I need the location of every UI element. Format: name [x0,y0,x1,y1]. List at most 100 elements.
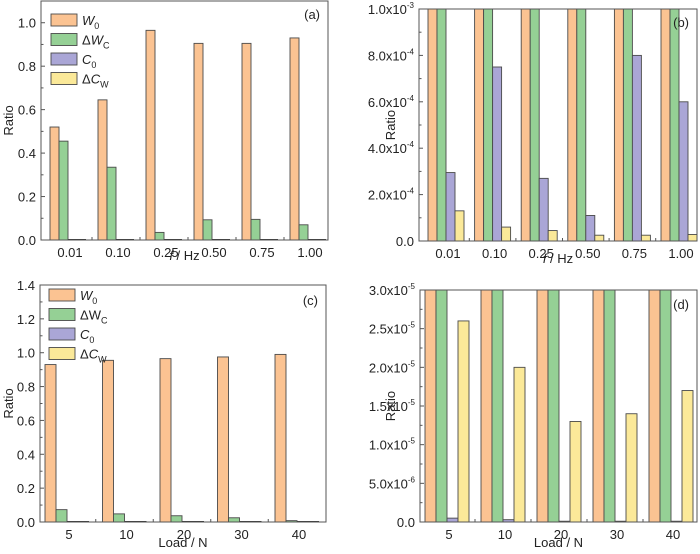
bar-W0 [217,356,229,523]
bar-W0 [193,42,204,241]
x-tick-label: 0.01 [435,246,460,261]
y-tick-label: 5.0x10-6 [369,475,416,491]
x-tick-label: 0.10 [105,245,130,260]
bar-C0 [538,177,549,242]
panel-d: 5 10 20 30 40 0.0 5.0x10-6 1.0x10-5 1.5x10-5 2.0x… [369,282,698,550]
y-tick-label: 1.5x10-5 [369,398,416,414]
bar-W0 [660,8,671,242]
bar-W0 [592,289,605,523]
y-tick-label: 0.6 [18,103,36,118]
y-tick-label: 0.0 [18,233,36,248]
x-tick-label: 10 [119,527,133,542]
y-tick-label: 1.0 [18,16,36,31]
x-tick-label: 0.25 [153,245,178,260]
bar-W0 [49,126,60,241]
panel-a: 0.01 0.10 0.25 0.50 0.75 1.00 0.0 0.2 0.4 0.6 0.8 1… [1,0,329,263]
legend-swatch-W0 [48,288,76,302]
x-tick-label: 1.00 [668,246,693,261]
bar-W0 [424,289,437,523]
bar-dCw [681,390,694,523]
legend-label-C0: C0 [82,52,96,70]
y-tick-label: 4.0x10-4 [368,140,415,156]
x-tick-label: 0.50 [201,245,226,260]
x-tick-label: 30 [610,527,624,542]
panel-label: (c) [303,293,318,308]
x-tick-label: 5 [445,527,452,542]
y-tick-label: 0.8 [18,59,36,74]
bar-dWc [669,8,680,242]
y-tick-label: 1.2 [17,312,35,327]
bar-W0 [427,8,438,242]
x-tick-label: 10 [498,527,512,542]
y-tick-label: 0.0 [397,515,415,530]
bar-dCw [457,320,470,523]
x-tick-label: 30 [234,527,248,542]
y-axis-title: Ratio [383,391,398,421]
bar-dWc [170,515,183,523]
bar-dCw [454,210,465,242]
bar-C0 [585,215,596,242]
legend-label-dCw: ΔCW [82,72,109,90]
bar-dWc [529,8,540,242]
bar-dWc [58,140,69,241]
bar-dWc [547,289,560,523]
legend-label-W0: W0 [82,13,99,31]
bar-W0 [648,289,661,523]
bar-C0 [631,54,642,242]
bar-dCw [640,234,651,242]
legend-swatch-dCw [48,347,76,360]
x-tick-label: 0.10 [482,246,507,261]
bar-W0 [97,99,108,241]
y-tick-label: 0.6 [17,413,35,428]
legend-swatch-C0 [50,52,78,66]
legend-label-dCw: ΔCW [80,347,107,365]
x-axis-title: Load / N [534,535,583,550]
x-tick-label: 20 [177,527,191,542]
bar-dCw [625,413,638,523]
bar-dWc [154,231,165,241]
bar-W0 [613,8,624,242]
bar-dWc [659,289,672,523]
bar-C0 [678,101,689,242]
panel-label: (a) [304,7,320,22]
bar-C0 [492,66,503,242]
plot-frame [40,0,329,241]
bar-W0 [520,8,531,242]
bar-W0 [474,8,485,242]
bar-C0 [445,172,456,242]
bar-dWc [202,219,213,241]
bar-dWc [491,289,504,523]
y-tick-label: 0.0 [396,234,414,249]
y-tick-label: 6.0x10-4 [368,94,415,110]
x-tick-label: 0.50 [575,246,600,261]
x-tick-label: 5 [65,527,72,542]
panel-b: 0.01 0.10 0.25 0.50 0.75 1.00 0.0 2.0x10-4 4.0x1… [368,1,698,266]
y-tick-label: 0.2 [17,481,35,496]
x-tick-label: 1.00 [297,245,322,260]
bar-W0 [102,359,114,523]
y-tick-label: 1.4 [17,278,35,293]
x-tick-label: 0.25 [529,246,554,261]
y-tick-label: 0.2 [18,190,36,205]
bar-W0 [145,29,156,241]
bar-dWc [435,289,448,523]
bar-dWc [228,517,240,523]
legend-label-W0: W0 [80,288,97,306]
legend-swatch-C0 [48,327,76,341]
x-tick-label: 0.01 [57,245,82,260]
bar-W0 [159,358,172,523]
y-tick-label: 0.4 [17,447,35,462]
y-tick-label: 0.8 [17,380,35,395]
x-axis-title: f / Hz [169,248,199,263]
legend-swatch-dWc [48,308,76,321]
bar-dCw [687,234,698,242]
bar-dCw [547,230,558,242]
bar-dCw [569,421,582,523]
bar-dWc [576,8,587,242]
y-tick-label: 1.0x10-5 [369,437,416,453]
bar-dCw [501,226,512,242]
bar-W0 [44,364,57,523]
y-axis-title: Ratio [1,105,16,135]
